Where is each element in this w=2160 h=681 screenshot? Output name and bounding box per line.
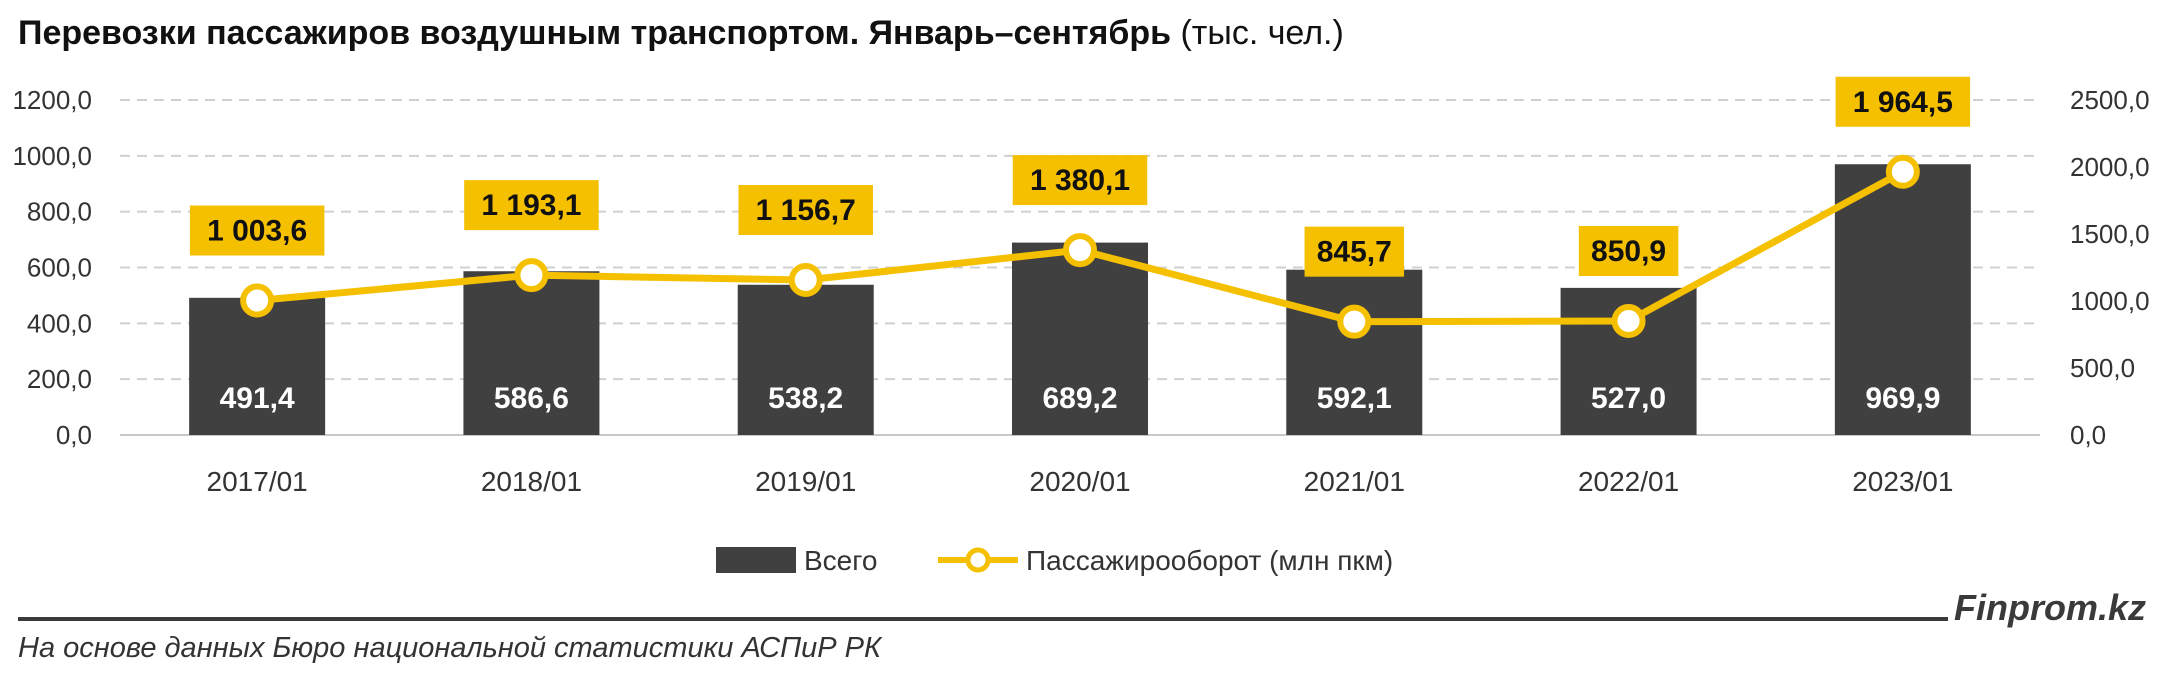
- line-data-label: 850,9: [1591, 235, 1666, 268]
- chart-title-main: Перевозки пассажиров воздушным транспорт…: [18, 14, 1172, 52]
- line-data-label: 1 156,7: [756, 194, 856, 227]
- line-label-box: [1578, 225, 1679, 276]
- line-label-box: [189, 205, 325, 256]
- line-point: [514, 258, 549, 293]
- line-label-box: [1012, 155, 1148, 206]
- bar-vsego: [1012, 242, 1148, 435]
- y-left-tick-label: 1000,0: [12, 141, 92, 171]
- x-tick-label: 2021/01: [1304, 466, 1405, 497]
- y-right-tick-label: 1500,0: [2070, 219, 2150, 249]
- y-right-tick-label: 0,0: [2070, 420, 2106, 450]
- x-tick-label: 2023/01: [1852, 466, 1953, 497]
- chart: 0,0 200,0 400,0 600,0 800,0 1000,0 1200,0 0,0 50…: [12, 76, 2150, 576]
- y-left-tick-label: 0,0: [56, 420, 92, 450]
- line-point: [1063, 233, 1097, 268]
- x-tick-label: 2022/01: [1578, 466, 1679, 497]
- line-point: [240, 283, 275, 318]
- legend-swatch-marker: [965, 547, 991, 573]
- brand-logo: Finprom.kz: [1953, 587, 2146, 628]
- y-right-tick-label: 2500,0: [2070, 85, 2150, 115]
- bar-vsego: [1286, 269, 1423, 435]
- line-data-label: 1 193,1: [481, 189, 581, 222]
- source-note: На основе данных Бюро национальной стати…: [18, 632, 882, 664]
- x-tick-label: 2018/01: [481, 466, 582, 497]
- y-left-tick-label: 400,0: [27, 308, 92, 338]
- y-left-tick-label: 1200,0: [12, 85, 92, 115]
- bar-data-label: 538,2: [768, 382, 843, 415]
- bar-data-label: 586,6: [494, 382, 569, 415]
- line-point: [1337, 304, 1372, 339]
- x-tick-label: 2019/01: [755, 466, 856, 497]
- line-label-box: [1835, 76, 1971, 127]
- line-data-label: 1 003,6: [207, 215, 307, 248]
- bar-data-label: 969,9: [1865, 382, 1940, 415]
- legend-label-vsego: Всего: [804, 545, 877, 576]
- chart-title-unit: (тыс. чел.): [1180, 14, 1344, 52]
- y-left-tick-label: 800,0: [27, 197, 92, 227]
- bar-vsego: [189, 297, 326, 435]
- line-data-label: 1 964,5: [1853, 86, 1953, 119]
- line-point: [1611, 303, 1646, 338]
- legend-label-line: Пассажирооборот (млн пкм): [1026, 545, 1393, 576]
- footer-divider: [18, 617, 1948, 621]
- y-right-tick-label: 1000,0: [2070, 286, 2150, 316]
- line-data-label: 845,7: [1317, 236, 1392, 269]
- bar-data-label: 689,2: [1042, 382, 1117, 415]
- bar-vsego: [463, 271, 600, 435]
- y-right-tick-label: 500,0: [2070, 353, 2135, 383]
- bar-vsego: [1834, 164, 1971, 435]
- x-tick-label: 2017/01: [207, 466, 308, 497]
- line-label-box: [1304, 226, 1405, 277]
- y-left-tick-label: 200,0: [27, 364, 92, 394]
- line-point: [1885, 154, 1920, 189]
- y-left-tick-label: 600,0: [27, 253, 92, 283]
- bar-data-label: 592,1: [1317, 382, 1392, 415]
- line-point: [788, 263, 823, 298]
- y-right-tick-label: 2000,0: [2070, 152, 2150, 182]
- bar-data-label: 527,0: [1591, 382, 1666, 415]
- chart-title: Перевозки пассажиров воздушным транспорт…: [18, 14, 1344, 53]
- line-data-label: 1 380,1: [1030, 164, 1130, 197]
- bar-vsego: [737, 284, 874, 435]
- bar-data-label: 491,4: [220, 382, 295, 415]
- x-tick-label: 2020/01: [1029, 466, 1130, 497]
- line-label-box: [464, 180, 599, 231]
- line-label-box: [738, 185, 873, 236]
- legend-swatch-vsego: [716, 547, 796, 573]
